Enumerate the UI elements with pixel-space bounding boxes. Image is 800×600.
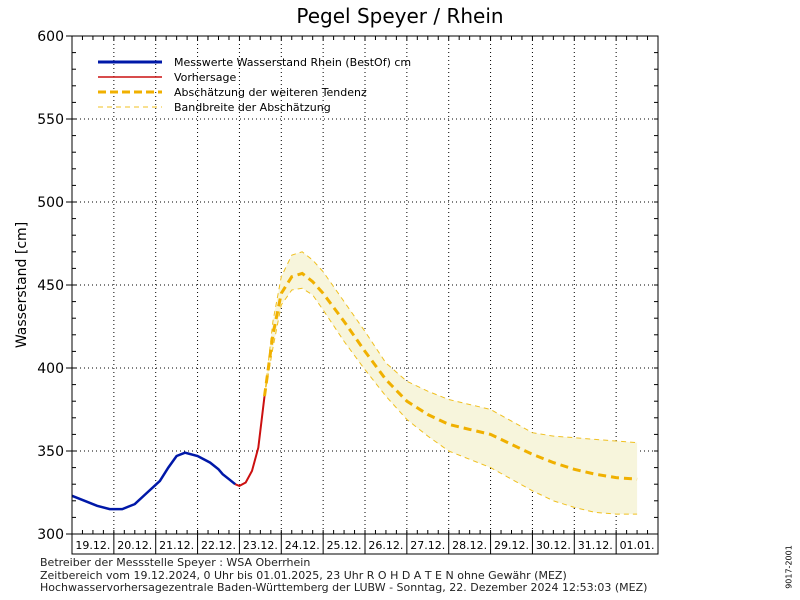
x-tick-label: 26.12. bbox=[368, 539, 403, 552]
x-tick-label: 30.12. bbox=[536, 539, 571, 552]
x-tick-label: 20.12. bbox=[117, 539, 152, 552]
y-tick-label: 600 bbox=[37, 29, 64, 45]
x-tick-label: 29.12. bbox=[494, 539, 529, 552]
y-tick-label: 400 bbox=[37, 361, 64, 377]
y-tick-label: 550 bbox=[37, 112, 64, 128]
side-id: 9017-2001 bbox=[784, 545, 794, 589]
footer-operator: Betreiber der Messstelle Speyer : WSA Ob… bbox=[40, 556, 311, 569]
y-tick-label: 500 bbox=[37, 195, 64, 211]
y-tick-label: 350 bbox=[37, 444, 64, 460]
tendency-line bbox=[263, 271, 638, 481]
legend-label: Vorhersage bbox=[174, 71, 236, 84]
footer-timerange: Zeitbereich vom 19.12.2024, 0 Uhr bis 01… bbox=[40, 569, 567, 582]
footer-source: Hochwasservorhersagezentrale Baden-Württ… bbox=[40, 581, 648, 594]
legend-label: Bandbreite der Abschätzung bbox=[174, 101, 331, 114]
x-tick-label: 21.12. bbox=[159, 539, 194, 552]
measured-line bbox=[71, 451, 236, 511]
chart-title: Pegel Speyer / Rhein bbox=[296, 4, 504, 28]
plot-frame bbox=[71, 35, 659, 535]
legend-label: Abschätzung der weiteren Tendenz bbox=[174, 86, 367, 99]
x-tick-label: 23.12. bbox=[243, 539, 278, 552]
x-tick-label: 27.12. bbox=[410, 539, 445, 552]
y-tick-label: 450 bbox=[37, 278, 64, 294]
x-tick-label: 01.01. bbox=[620, 539, 655, 552]
band-upper-line bbox=[264, 251, 638, 444]
band-lower-line bbox=[264, 287, 638, 515]
legend-label: Messwerte Wasserstand Rhein (BestOf) cm bbox=[174, 56, 411, 69]
x-tick-label: 22.12. bbox=[201, 539, 236, 552]
x-tick-label: 25.12. bbox=[327, 539, 362, 552]
forecast-line bbox=[234, 396, 266, 488]
band-area bbox=[264, 251, 638, 515]
y-tick-label: 300 bbox=[37, 527, 64, 543]
x-tick-label: 31.12. bbox=[578, 539, 613, 552]
x-tick-label: 28.12. bbox=[452, 539, 487, 552]
x-tick-label: 24.12. bbox=[285, 539, 320, 552]
x-tick-label: 19.12. bbox=[75, 539, 110, 552]
